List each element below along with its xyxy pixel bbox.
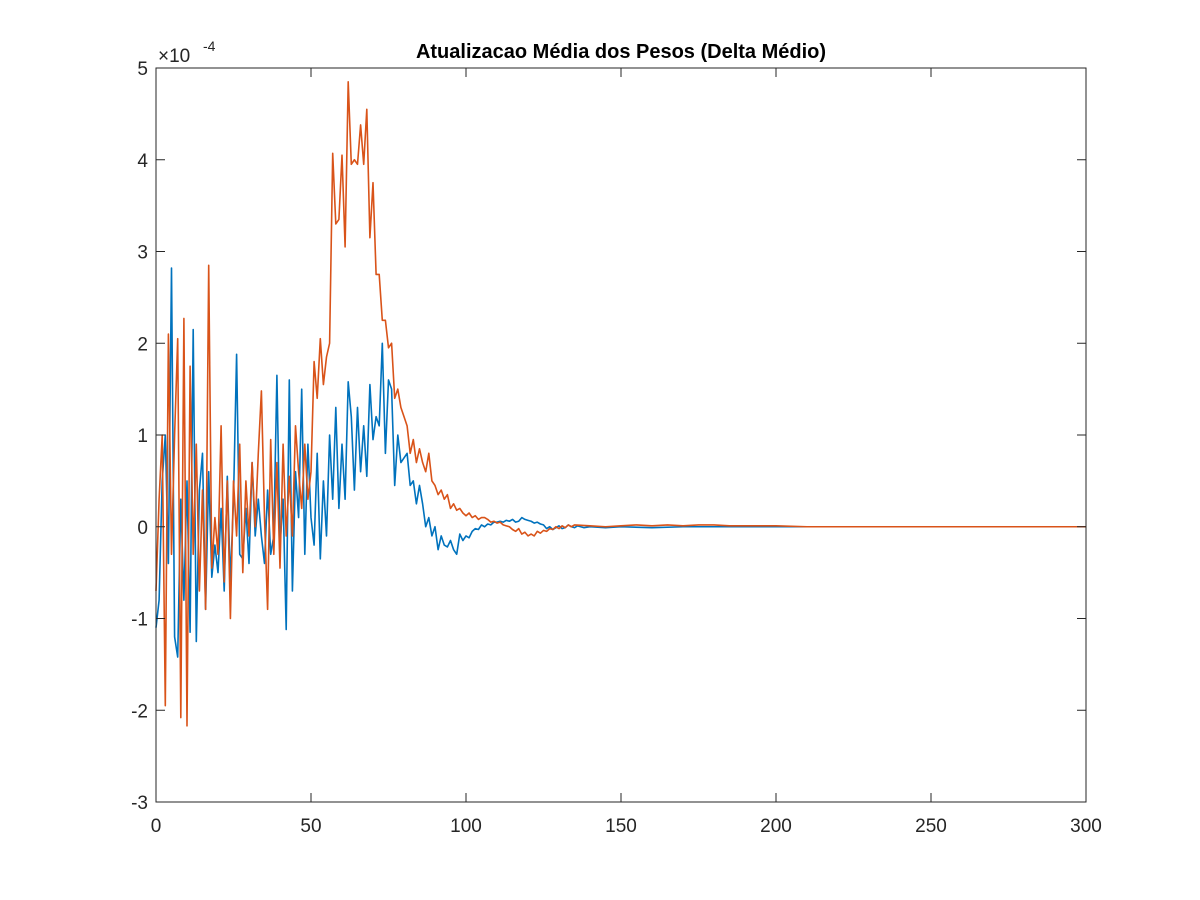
y-multiplier-exponent: -4 <box>203 38 216 54</box>
y-tick-label: -1 <box>131 610 148 631</box>
tick-layer: 0 50 100 150 200 250 300 -3 -2 -1 0 1 2 3 4 5 <box>131 59 1102 837</box>
y-tick-label: 5 <box>137 59 148 80</box>
y-tick-label: -3 <box>131 793 148 814</box>
y-tick-label: 4 <box>137 151 148 172</box>
chart-title: Atualizacao Média dos Pesos (Delta Médio… <box>416 41 826 63</box>
y-tick-label: 0 <box>137 518 148 539</box>
series-layer <box>155 80 1086 727</box>
series-line-2 <box>155 80 1086 727</box>
y-multiplier-base: ×10 <box>158 46 190 67</box>
y-tick-label: 1 <box>137 426 148 447</box>
y-tick-label: -2 <box>131 701 148 722</box>
y-tick-label: 2 <box>137 334 148 355</box>
y-tick-label: 3 <box>137 243 148 264</box>
x-tick-label: 100 <box>450 816 482 837</box>
x-tick-label: 200 <box>760 816 792 837</box>
x-tick-label: 50 <box>300 816 321 837</box>
x-tick-label: 0 <box>151 816 162 837</box>
x-tick-label: 150 <box>605 816 637 837</box>
x-tick-label: 250 <box>915 816 947 837</box>
plot-area <box>156 68 1086 802</box>
y-multiplier: ×10 -4 <box>158 38 216 67</box>
x-tick-label: 300 <box>1070 816 1102 837</box>
